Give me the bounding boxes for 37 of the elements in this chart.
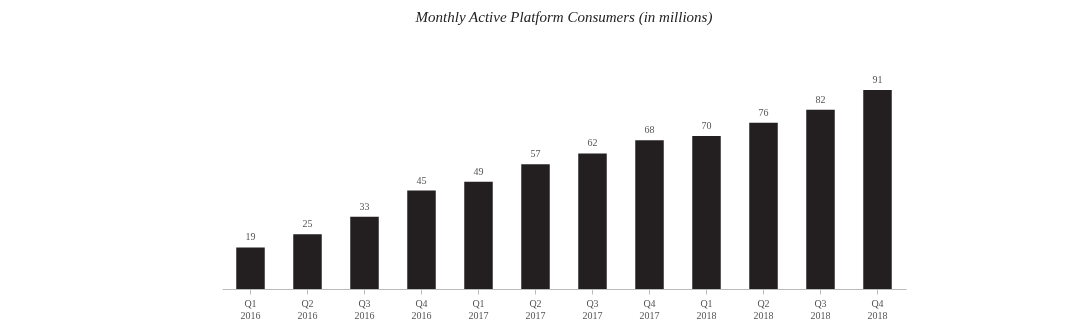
data-label: 19	[245, 231, 256, 243]
x-tick-label: Q4 2016	[411, 297, 432, 321]
data-label: 91	[872, 74, 883, 85]
bar	[464, 181, 493, 289]
bar	[350, 216, 379, 289]
x-tick-label: Q4 2018	[867, 297, 888, 321]
data-label: 57	[530, 148, 541, 160]
bar	[863, 90, 892, 289]
bar	[293, 234, 322, 289]
data-label: 70	[701, 119, 712, 131]
bar	[578, 153, 607, 289]
bar	[806, 109, 835, 289]
bar	[236, 247, 265, 289]
data-label: 49	[473, 165, 484, 177]
x-tick-label: Q1 2018	[696, 297, 717, 321]
chart-title: Monthly Active Platform Consumers (in millions)	[414, 9, 713, 26]
bar	[692, 135, 721, 289]
data-label: 82	[815, 93, 826, 105]
bar	[407, 190, 436, 289]
data-label: 25	[302, 218, 313, 230]
data-label: 68	[644, 124, 655, 136]
x-tick-label: Q2 2017	[525, 297, 546, 321]
bar	[749, 122, 778, 289]
data-label: 45	[416, 174, 427, 186]
x-tick-label: Q2 2018	[753, 297, 774, 321]
bar	[635, 140, 664, 289]
x-tick-label: Q1 2016	[240, 297, 261, 321]
x-tick-label: Q1 2017	[468, 297, 489, 321]
x-tick-label: Q4 2017	[639, 297, 660, 321]
bar	[521, 164, 550, 289]
x-tick-label: Q2 2016	[297, 297, 318, 321]
data-label: 76	[758, 106, 769, 118]
data-label: 33	[359, 200, 370, 212]
data-label: 62	[587, 137, 598, 149]
x-tick-label: Q3 2016	[354, 297, 375, 321]
x-tick-label: Q3 2018	[810, 297, 831, 321]
x-tick-label: Q3 2017	[582, 297, 603, 321]
